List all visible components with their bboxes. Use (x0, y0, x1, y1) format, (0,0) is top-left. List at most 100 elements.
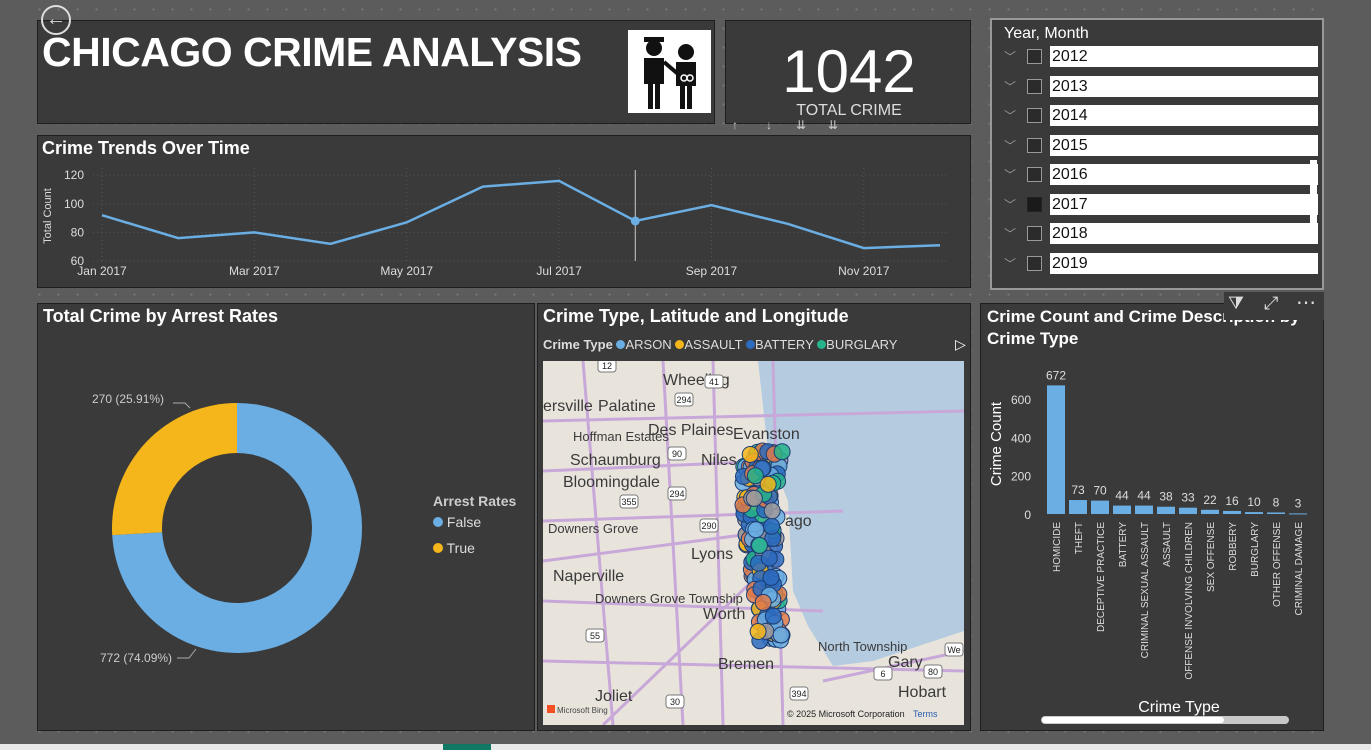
map-road (543, 529, 774, 563)
map-terms-link[interactable]: Terms (913, 709, 938, 719)
slicer-checkbox[interactable] (1027, 78, 1042, 94)
expand-all-icon[interactable]: ⇊ (828, 118, 839, 132)
trend-xtick: May 2017 (380, 264, 433, 278)
crime-point[interactable] (763, 502, 781, 520)
crime-point[interactable] (747, 521, 765, 539)
drill-up-icon[interactable]: ↑ (732, 118, 738, 132)
crime-point[interactable] (764, 607, 782, 625)
crime-point[interactable] (751, 536, 769, 554)
crime-point[interactable] (763, 517, 781, 535)
road-shield-label: 55 (590, 631, 600, 641)
chevron-down-icon[interactable]: ﹀ (1004, 227, 1017, 241)
crime-point[interactable] (772, 626, 790, 644)
chevron-down-icon[interactable]: ﹀ (1004, 197, 1017, 212)
chevron-down-icon[interactable]: ﹀ (1004, 138, 1017, 153)
chevron-down-icon[interactable]: ﹀ (1004, 50, 1017, 64)
crime-point[interactable] (760, 549, 778, 567)
trend-point[interactable] (630, 216, 640, 226)
donut-slice-false[interactable] (112, 403, 362, 653)
crime-point[interactable] (745, 489, 763, 507)
more-options-icon[interactable]: ⋯ (1296, 292, 1316, 314)
map-legend-item[interactable]: ARSON (616, 337, 672, 352)
slicer-checkbox[interactable] (1027, 226, 1042, 241)
bar-homicide[interactable] (1047, 385, 1065, 514)
bar-other-offense[interactable] (1267, 512, 1285, 514)
slicer-item-label: 2017 (1050, 193, 1318, 215)
crime-point[interactable] (741, 445, 759, 463)
legend-item-true[interactable]: True (433, 540, 475, 556)
crime-point[interactable] (746, 467, 764, 485)
bar-assault[interactable] (1157, 506, 1175, 514)
road-shield (789, 686, 809, 701)
road-shield-label: 80 (928, 667, 938, 677)
slicer-item-2014[interactable]: ﹀ 2014 (1000, 105, 1320, 127)
bar-criminal-damage[interactable] (1289, 513, 1307, 515)
slicer-checkbox[interactable] (1027, 108, 1042, 123)
trend-ytick: 120 (64, 168, 84, 182)
slicer-item-2019[interactable]: ﹀ 2019 (1000, 252, 1320, 275)
slicer-item-2012[interactable]: ﹀ 2012 (1000, 46, 1320, 68)
slicer-checkbox[interactable] (1027, 255, 1042, 271)
legend-label-true: True (446, 540, 475, 556)
legend-dot-true (433, 543, 443, 553)
bar-sex-offense[interactable] (1201, 509, 1219, 514)
crime-point[interactable] (749, 622, 767, 640)
crime-point[interactable] (754, 593, 772, 611)
bar-scrollbar-thumb[interactable] (1042, 717, 1224, 723)
trend-xtick: Nov 2017 (838, 264, 890, 278)
slicer-checkbox[interactable] (1027, 196, 1042, 212)
map-legend-item[interactable]: ASSAULT (672, 337, 742, 352)
map-road (581, 361, 615, 725)
page-tab-bar (0, 744, 1371, 750)
donut-slice-true[interactable] (112, 403, 237, 536)
road-shield (665, 694, 685, 709)
bar-criminal-sexual-assault[interactable] (1135, 505, 1153, 514)
map-legend-dot (817, 340, 827, 349)
bar-category-label: OFFENSE INVOLVING CHILDREN (1184, 522, 1195, 680)
slicer-checkbox[interactable] (1027, 49, 1042, 64)
bar-battery[interactable] (1113, 505, 1131, 514)
expand-level-icon[interactable]: ⇊ (796, 118, 807, 132)
filter-icon[interactable]: ⧩ (1228, 293, 1245, 313)
bar-category-label: SEX OFFENSE (1206, 522, 1217, 592)
bar-deceptive-practice[interactable] (1091, 500, 1109, 514)
slicer-item-2015[interactable]: ﹀ 2015 (1000, 134, 1320, 157)
trend-xtick: Sep 2017 (686, 264, 738, 278)
slicer-item-2016[interactable]: ﹀ 2016 (1000, 164, 1320, 186)
legend-item-false[interactable]: False (433, 514, 481, 530)
crime-point[interactable] (762, 568, 780, 586)
bar-robbery[interactable] (1223, 510, 1241, 514)
focus-mode-icon[interactable]: ⤢ (1264, 293, 1279, 313)
bar-offense-involving-children[interactable] (1179, 507, 1197, 514)
crime-point[interactable] (759, 475, 777, 493)
road-shield (923, 664, 943, 679)
map-road (543, 509, 844, 523)
road-shield-label: 30 (670, 697, 680, 707)
chevron-down-icon[interactable]: ﹀ (1004, 79, 1017, 94)
map-legend-item[interactable]: BURGLARY (814, 337, 898, 352)
slicer-checkbox[interactable] (1027, 167, 1042, 182)
legend-next-icon[interactable]: ▷ (955, 336, 966, 352)
chevron-down-icon[interactable]: ﹀ (1004, 109, 1017, 123)
crime-point[interactable] (773, 443, 791, 461)
bar-burglary[interactable] (1245, 512, 1263, 514)
chevron-down-icon[interactable]: ﹀ (1004, 256, 1017, 271)
road-shield (585, 628, 605, 643)
donut-label-false: 772 (74.09%) (100, 651, 173, 665)
slicer-checkbox[interactable] (1027, 137, 1042, 153)
slicer-item-2017[interactable]: ﹀ 2017 (1000, 193, 1320, 216)
bar-theft[interactable] (1069, 500, 1087, 514)
slicer-item-2013[interactable]: ﹀ 2013 (1000, 75, 1320, 98)
back-arrow-icon[interactable]: ← (41, 5, 71, 35)
bar-panel: Crime Count and Crime Description by Crim… (980, 303, 1324, 731)
map-legend-item[interactable]: BATTERY (742, 337, 814, 352)
chevron-down-icon[interactable]: ﹀ (1004, 168, 1017, 182)
drill-down-icon[interactable]: ↓ (766, 118, 772, 132)
active-page-tab[interactable] (443, 744, 491, 750)
map-view[interactable]: Wheeling Palatine Des Plaines Evanston Hoffm… (543, 361, 964, 725)
map-legend-label: BURGLARY (826, 337, 898, 352)
slicer-item-label: 2013 (1050, 75, 1318, 97)
slicer-item-2018[interactable]: ﹀ 2018 (1000, 223, 1320, 245)
bar-title-line2: Crime Type (987, 329, 1078, 348)
